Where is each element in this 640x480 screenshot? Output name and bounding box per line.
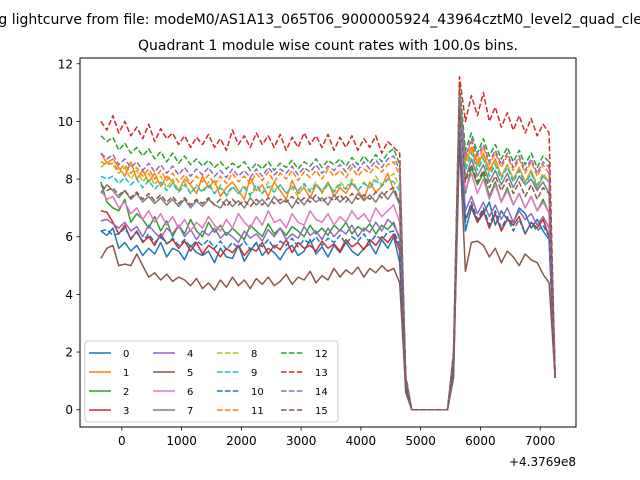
legend-label-9: 9	[251, 368, 257, 379]
series-line-8	[100, 94, 556, 411]
series-line-7	[100, 106, 556, 411]
axes-frame	[79, 57, 577, 428]
legend-label-11: 11	[251, 406, 264, 417]
legend-label-12: 12	[315, 349, 328, 360]
series-line-12	[100, 83, 556, 411]
x-tick-label: 1000	[166, 434, 197, 448]
y-tick-label: 12	[58, 57, 73, 71]
legend-label-4: 4	[187, 349, 193, 360]
legend-label-14: 14	[315, 387, 328, 398]
x-tick-label: 5000	[405, 434, 436, 448]
y-tick-label: 2	[65, 346, 73, 360]
legend-label-7: 7	[187, 406, 193, 417]
legend-label-8: 8	[251, 349, 257, 360]
legend-label-5: 5	[187, 368, 193, 379]
x-tick-label: 3000	[286, 434, 317, 448]
legend-label-2: 2	[123, 387, 129, 398]
y-tick-label: 10	[58, 115, 73, 129]
series-line-6	[100, 117, 556, 411]
legend-label-3: 3	[123, 406, 129, 417]
suptitle: Plotting lightcurve from file: modeM0/AS…	[0, 12, 640, 28]
x-tick-label: 7000	[525, 434, 556, 448]
chart-title: Quadrant 1 module wise count rates with …	[138, 38, 518, 54]
series-line-3	[100, 123, 556, 411]
series-line-5	[100, 140, 556, 411]
y-tick-label: 8	[65, 173, 73, 187]
legend-label-6: 6	[187, 387, 193, 398]
series-line-9	[100, 100, 556, 411]
y-tick-label: 4	[65, 288, 73, 302]
series-line-11	[100, 91, 556, 411]
legend-label-1: 1	[123, 368, 129, 379]
y-axis: 0 2 4 6 8 10 12	[58, 57, 80, 417]
x-tick-label: 4000	[346, 434, 377, 448]
legend-label-10: 10	[251, 387, 264, 398]
legend-label-0: 0	[123, 349, 129, 360]
y-tick-label: 6	[65, 230, 73, 244]
x-tick-label: 2000	[226, 434, 257, 448]
series-layer	[100, 75, 556, 411]
legend-box	[84, 340, 339, 423]
series-line-10	[100, 132, 556, 411]
x-axis: 0 1000 2000 3000 4000 5000 6000 7000	[118, 427, 555, 448]
x-offset-label: +4.3769e8	[509, 455, 576, 469]
y-tick-label: 0	[65, 403, 73, 417]
series-line-13	[100, 75, 556, 411]
x-tick-label: 0	[118, 434, 126, 448]
x-tick-label: 6000	[465, 434, 496, 448]
legend-label-13: 13	[315, 368, 328, 379]
series-line-14	[100, 94, 556, 411]
legend-label-15: 15	[315, 406, 328, 417]
series-line-4	[100, 120, 556, 411]
